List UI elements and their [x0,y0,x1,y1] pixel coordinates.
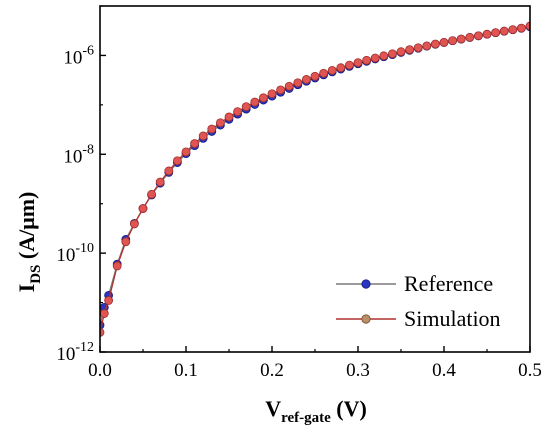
data-point-simulation [224,112,234,122]
data-point-simulation [267,89,277,99]
data-point-simulation [344,60,354,70]
y-tick-label: 10-6 [63,43,94,68]
legend-label-simulation: Simulation [404,306,501,331]
data-point-simulation [327,65,337,75]
legend-item-simulation: Simulation [336,306,501,331]
data-point-simulation [250,97,260,107]
data-point-simulation [319,68,329,78]
data-point-simulation [465,32,475,42]
data-point-simulation [104,296,113,305]
y-tick-exponent: -8 [82,142,94,157]
y-tick-base: 10 [63,47,82,68]
x-axis-title-main: V [265,396,281,421]
y-tick-exponent: -10 [75,241,94,256]
data-point-simulation [215,118,225,128]
y-axis-title-main: I [14,284,39,293]
series-simulation [100,21,530,337]
data-point-simulation [353,58,363,68]
data-point-simulation [491,28,501,38]
y-tick-exponent: -6 [82,43,94,58]
x-axis-title: Vref-gate (V) [265,396,367,426]
plot-area [100,21,530,337]
data-point-simulation [473,31,483,41]
data-point-simulation [370,53,380,63]
data-point-simulation [233,107,243,117]
y-tick-base: 10 [56,245,75,266]
data-point-simulation [100,309,109,318]
y-axis-title: IDS (A/μm) [14,192,44,293]
data-point-simulation [413,43,423,53]
y-tick-base: 10 [63,146,82,167]
x-axis-ticks: 0.0 0.1 0.2 0.3 0.4 0.5 [88,346,542,381]
y-tick-exponent: -12 [75,340,94,355]
data-point-simulation [121,237,131,247]
data-point-simulation [129,219,139,229]
data-point-simulation [525,21,530,31]
data-point-simulation [164,166,174,176]
legend-marker-simulation [361,314,371,324]
x-tick-label: 0.0 [88,360,112,381]
data-point-simulation [379,51,389,61]
data-point-simulation [499,26,509,36]
data-point-simulation [198,131,208,141]
data-point-simulation [301,75,311,84]
x-tick-label: 0.3 [346,360,370,381]
x-axis-title-unit: (V) [331,396,367,421]
data-point-simulation [448,36,458,46]
y-tick-label: 10-8 [63,142,94,167]
data-point-simulation [284,81,294,91]
data-point-simulation [258,93,268,103]
data-point-simulation [181,147,191,157]
data-point-simulation [439,37,449,47]
y-tick-base: 10 [56,344,75,365]
data-point-simulation [422,41,432,51]
x-tick-label: 0.1 [174,360,198,381]
data-point-simulation [155,177,165,187]
y-axis-title-unit: (A/μm) [14,192,39,265]
data-point-simulation [508,25,518,35]
data-point-simulation [396,47,406,57]
legend-label-reference: Reference [404,271,493,296]
data-point-simulation [482,29,492,39]
legend-item-reference: Reference [336,271,493,296]
legend: Reference Simulation [336,271,501,331]
data-point-simulation [456,34,466,44]
data-point-simulation [190,139,200,148]
data-point-simulation [112,261,122,271]
data-point-simulation [405,45,415,55]
x-tick-label: 0.4 [432,360,456,381]
data-point-simulation [310,71,320,81]
data-point-simulation [138,204,148,213]
data-point-simulation [517,23,526,33]
data-point-simulation [387,49,397,59]
y-tick-label: 10-12 [56,340,94,365]
x-tick-label: 0.5 [518,360,542,381]
x-tick-label: 0.2 [260,360,284,381]
data-point-simulation [100,327,105,337]
y-axis-title-sub: DS [28,265,44,284]
legend-marker-reference [361,279,371,289]
y-tick-label: 10-10 [56,241,94,266]
data-point-simulation [207,124,217,134]
data-point-simulation [276,85,286,95]
data-point-simulation [147,189,157,199]
data-point-simulation [293,78,303,88]
x-axis-title-sub: ref-gate [281,410,331,426]
data-point-simulation [336,63,346,73]
data-point-simulation [430,39,440,49]
data-point-simulation [172,156,182,166]
data-point-simulation [362,55,372,65]
data-point-simulation [241,102,251,112]
axes-frame [99,5,531,353]
